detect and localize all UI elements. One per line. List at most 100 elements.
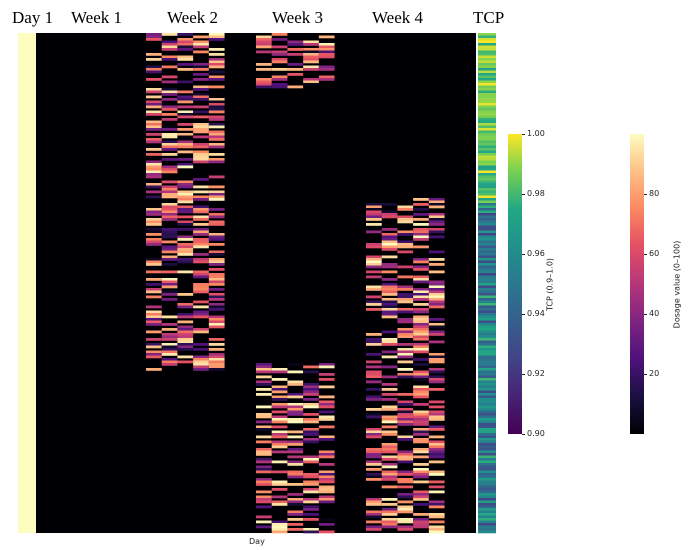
dose-cell bbox=[397, 280, 414, 284]
dose-cell bbox=[397, 423, 414, 426]
dose-cell bbox=[146, 233, 162, 236]
tcp-cell bbox=[478, 108, 496, 111]
tcp-cell bbox=[478, 45, 496, 49]
dose-cell bbox=[303, 508, 319, 511]
dose-cell bbox=[366, 510, 382, 514]
dose-cell bbox=[366, 503, 382, 506]
dose-cell bbox=[366, 380, 382, 384]
dose-cell bbox=[161, 208, 178, 211]
dose-cell bbox=[381, 310, 398, 314]
dose-cell bbox=[271, 388, 288, 391]
dose-cell bbox=[428, 283, 445, 286]
dose-cell bbox=[303, 385, 319, 389]
dose-cell bbox=[413, 513, 429, 516]
dose-cell bbox=[256, 425, 272, 429]
dose-cell bbox=[428, 378, 445, 381]
dose-cell bbox=[413, 278, 429, 281]
dose-cell bbox=[381, 365, 398, 369]
dose-cell bbox=[208, 33, 225, 36]
dose-cell bbox=[381, 398, 398, 401]
tcp-cell bbox=[478, 463, 496, 466]
dose-cell bbox=[177, 128, 194, 131]
dose-cell bbox=[287, 48, 304, 51]
dose-cell bbox=[177, 133, 194, 136]
dose-cell bbox=[193, 260, 209, 264]
dose-cell bbox=[161, 203, 178, 206]
dose-cell bbox=[177, 105, 194, 109]
dose-cell bbox=[271, 410, 288, 414]
dose-cell bbox=[146, 263, 162, 266]
dose-cell bbox=[366, 343, 382, 346]
dose-cell bbox=[428, 230, 445, 234]
dose-cell bbox=[208, 53, 225, 56]
dose-cell bbox=[397, 333, 414, 336]
dose-cell bbox=[256, 413, 272, 416]
dose-cell bbox=[161, 228, 178, 231]
dose-cell bbox=[146, 128, 162, 131]
dose-cell bbox=[177, 100, 194, 104]
dose-cell bbox=[271, 503, 288, 506]
dose-cell bbox=[428, 215, 445, 219]
dose-cell bbox=[208, 258, 225, 261]
dose-cell bbox=[208, 103, 225, 106]
dose-cell bbox=[161, 195, 178, 199]
dose-cell bbox=[193, 223, 209, 226]
dose-cell bbox=[161, 145, 178, 149]
tcp-tick-mark bbox=[522, 314, 525, 315]
tcp-cell bbox=[478, 135, 496, 139]
tcp-tick-mark bbox=[522, 134, 525, 135]
dose-cell bbox=[208, 98, 225, 101]
tcp-tick-label: 0.90 bbox=[527, 429, 545, 438]
tcp-cell bbox=[478, 243, 496, 246]
dose-cell bbox=[413, 343, 429, 346]
dose-cell bbox=[161, 180, 178, 184]
dose-cell bbox=[318, 403, 335, 406]
dose-cell bbox=[318, 478, 335, 481]
dose-cell bbox=[256, 50, 272, 54]
dose-cell bbox=[397, 520, 414, 524]
dose-cell bbox=[287, 475, 304, 479]
dose-cell bbox=[428, 280, 445, 284]
dose-cell bbox=[366, 338, 382, 341]
dose-cell bbox=[193, 40, 209, 44]
tcp-cell bbox=[478, 333, 496, 336]
tcp-cell bbox=[478, 308, 496, 311]
dose-cell bbox=[256, 450, 272, 454]
tcp-cell bbox=[478, 388, 496, 391]
dose-cell bbox=[318, 410, 335, 414]
dose-cell bbox=[193, 233, 209, 236]
dose-cell bbox=[256, 85, 272, 89]
dose-cell bbox=[161, 188, 178, 191]
dose-cell bbox=[303, 60, 319, 64]
dose-cell bbox=[193, 65, 209, 69]
dose-cell bbox=[381, 525, 398, 529]
dose-cell bbox=[413, 450, 429, 454]
dose-cell bbox=[256, 428, 272, 431]
dose-cell bbox=[318, 65, 335, 69]
dose-cell bbox=[397, 415, 414, 419]
dose-cell bbox=[287, 68, 304, 71]
dose-cell bbox=[428, 528, 445, 531]
tcp-tick-mark bbox=[522, 194, 525, 195]
dose-cell bbox=[161, 75, 178, 79]
tcp-cell bbox=[478, 318, 496, 321]
dose-cell bbox=[208, 70, 225, 74]
tcp-cell bbox=[478, 145, 496, 149]
tcp-cell bbox=[478, 230, 496, 234]
tcp-cell bbox=[478, 158, 496, 161]
tcp-cell bbox=[478, 460, 496, 464]
dose-cell bbox=[208, 223, 225, 226]
dose-cell bbox=[271, 443, 288, 446]
dose-cell bbox=[318, 373, 335, 376]
dose-cell bbox=[428, 425, 445, 429]
dose-cell bbox=[287, 498, 304, 501]
tcp-cell bbox=[478, 475, 496, 479]
dose-cell bbox=[287, 510, 304, 514]
dose-cell bbox=[146, 58, 162, 61]
dose-cell bbox=[177, 98, 194, 101]
tcp-cell bbox=[478, 260, 496, 264]
dose-cell bbox=[397, 360, 414, 364]
dose-cell bbox=[397, 233, 414, 236]
dose-cell bbox=[177, 235, 194, 239]
dose-cell bbox=[177, 110, 194, 114]
